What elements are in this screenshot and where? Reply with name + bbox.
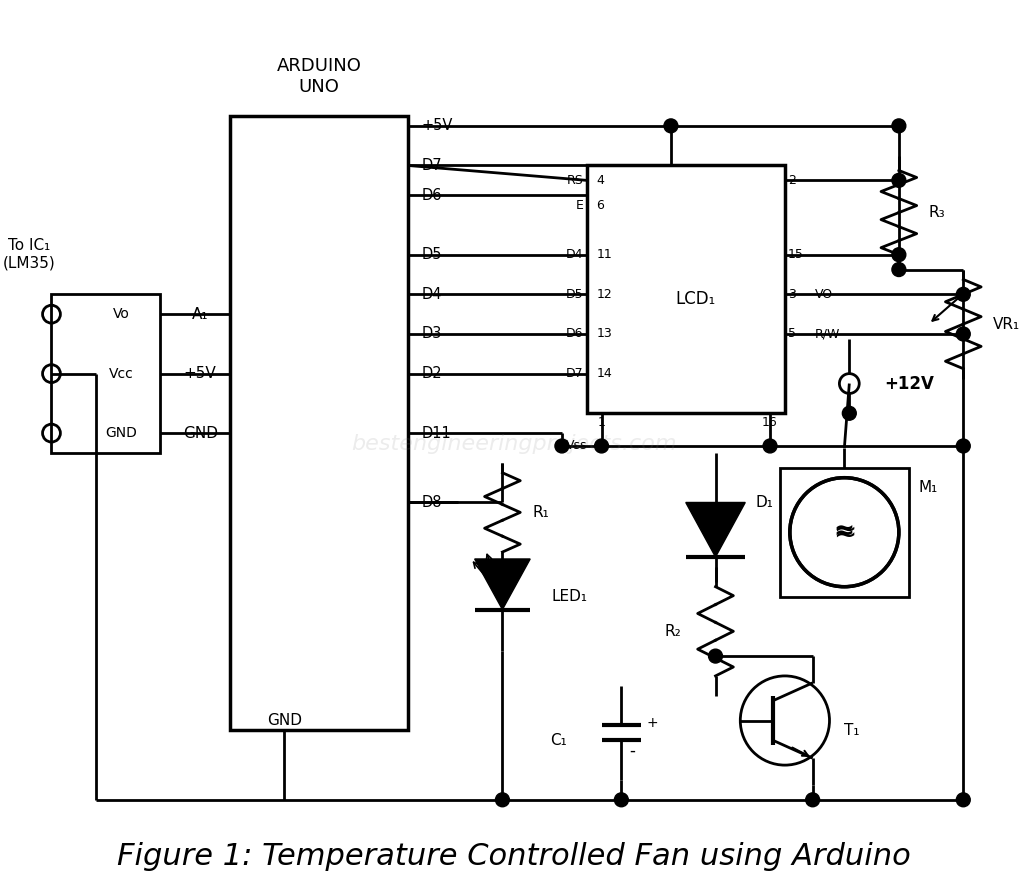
Text: M₁: M₁	[919, 480, 938, 496]
Text: bestengineeringprojects.com: bestengineeringprojects.com	[351, 434, 677, 454]
Circle shape	[956, 288, 970, 301]
Circle shape	[806, 793, 819, 806]
Text: K: K	[766, 440, 774, 453]
Text: 13: 13	[597, 328, 612, 340]
Circle shape	[892, 119, 906, 133]
Text: R₃: R₃	[929, 205, 945, 220]
Text: D4: D4	[566, 249, 584, 261]
Text: E: E	[575, 199, 584, 211]
Bar	[587, 165, 784, 413]
Text: D6: D6	[566, 328, 584, 340]
Text: D5: D5	[566, 288, 584, 301]
Circle shape	[892, 248, 906, 262]
Circle shape	[709, 649, 723, 663]
Text: Vcc: Vcc	[109, 367, 133, 381]
Text: To IC₁
(LM35): To IC₁ (LM35)	[2, 239, 55, 271]
Text: VO: VO	[815, 288, 833, 301]
Circle shape	[956, 439, 970, 453]
Text: Vss: Vss	[566, 440, 588, 453]
Bar	[780, 468, 908, 597]
Text: 5: 5	[787, 328, 796, 340]
Circle shape	[956, 327, 970, 341]
Text: LCD₁: LCD₁	[676, 290, 716, 308]
Text: D4: D4	[421, 287, 441, 302]
Text: Figure 1: Temperature Controlled Fan using Arduino: Figure 1: Temperature Controlled Fan usi…	[118, 842, 911, 871]
Text: GND: GND	[104, 426, 137, 440]
Text: GND: GND	[182, 425, 218, 440]
Text: VR₁: VR₁	[993, 317, 1020, 331]
Circle shape	[555, 439, 568, 453]
Text: GND: GND	[267, 713, 302, 728]
Text: ≈: ≈	[833, 519, 856, 546]
Text: +5V: +5V	[183, 366, 216, 381]
Text: 3: 3	[787, 288, 796, 301]
Text: D5: D5	[421, 247, 441, 262]
Text: 11: 11	[597, 249, 612, 261]
Text: 1: 1	[598, 416, 605, 429]
Text: D11: D11	[421, 425, 451, 440]
Text: 12: 12	[597, 288, 612, 301]
Circle shape	[496, 793, 509, 806]
Text: C₁: C₁	[550, 733, 567, 748]
Bar	[229, 116, 409, 731]
Circle shape	[956, 793, 970, 806]
Text: +: +	[646, 717, 657, 731]
Text: D8: D8	[421, 495, 441, 510]
Text: -: -	[630, 741, 635, 759]
Text: D₁: D₁	[755, 495, 773, 510]
Text: 14: 14	[597, 367, 612, 380]
Text: D7: D7	[421, 158, 441, 173]
Text: ARDUINO
UNO: ARDUINO UNO	[276, 57, 361, 96]
Polygon shape	[686, 503, 745, 557]
Text: 4: 4	[597, 174, 604, 186]
Text: ≈: ≈	[834, 520, 855, 544]
Text: R/W: R/W	[815, 328, 840, 340]
Polygon shape	[475, 559, 530, 609]
Text: 6: 6	[597, 199, 604, 211]
Circle shape	[892, 263, 906, 276]
Text: D7: D7	[566, 367, 584, 380]
Text: D6: D6	[421, 187, 441, 202]
Circle shape	[614, 793, 629, 806]
Text: RS: RS	[567, 174, 584, 186]
Text: +5V: +5V	[421, 118, 453, 133]
Text: 15: 15	[787, 249, 804, 261]
Circle shape	[595, 439, 608, 453]
Text: R₁: R₁	[532, 505, 549, 519]
Text: LED₁: LED₁	[552, 589, 588, 604]
Circle shape	[892, 173, 906, 187]
Circle shape	[664, 119, 678, 133]
Text: +12V: +12V	[884, 375, 934, 392]
Text: T₁: T₁	[845, 723, 860, 738]
Text: 16: 16	[762, 416, 778, 429]
Bar	[51, 294, 161, 453]
Text: Vo: Vo	[113, 307, 129, 321]
Text: D2: D2	[421, 366, 441, 381]
Text: D3: D3	[421, 327, 441, 342]
Text: 2: 2	[787, 174, 796, 186]
Circle shape	[843, 407, 856, 420]
Text: A₁: A₁	[191, 306, 209, 321]
Circle shape	[763, 439, 777, 453]
Text: R₂: R₂	[665, 623, 681, 638]
